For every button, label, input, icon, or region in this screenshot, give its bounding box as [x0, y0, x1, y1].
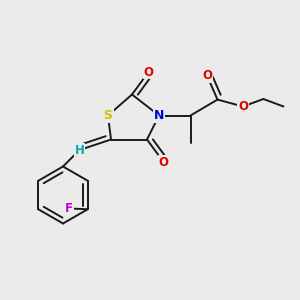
Text: O: O — [202, 69, 212, 82]
Text: O: O — [238, 100, 248, 113]
Text: S: S — [103, 109, 112, 122]
Text: O: O — [158, 155, 169, 169]
Text: F: F — [65, 202, 73, 215]
Text: O: O — [143, 65, 154, 79]
Text: H: H — [75, 143, 84, 157]
Text: N: N — [154, 109, 164, 122]
